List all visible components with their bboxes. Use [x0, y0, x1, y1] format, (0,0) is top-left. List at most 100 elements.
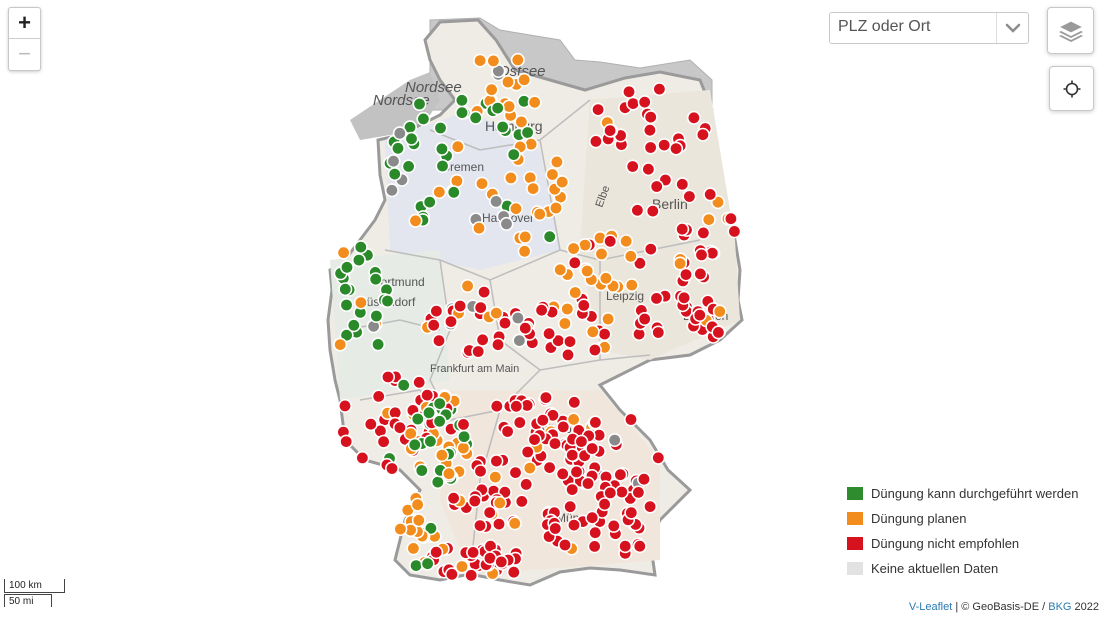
station-marker-green[interactable] — [423, 434, 438, 449]
station-marker-red[interactable] — [696, 225, 711, 240]
station-marker-red[interactable] — [574, 434, 589, 449]
station-marker-red[interactable] — [384, 461, 399, 476]
station-marker-red[interactable] — [444, 567, 459, 582]
station-marker-red[interactable] — [473, 300, 488, 315]
station-marker-green[interactable] — [409, 558, 424, 573]
station-marker-green[interactable] — [339, 260, 354, 275]
station-marker-red[interactable] — [675, 177, 690, 192]
station-marker-red[interactable] — [588, 415, 603, 430]
station-marker-red[interactable] — [588, 525, 603, 540]
station-marker-red[interactable] — [585, 441, 600, 456]
station-marker-red[interactable] — [637, 95, 652, 110]
station-marker-red[interactable] — [535, 413, 550, 428]
station-marker-red[interactable] — [626, 96, 641, 111]
station-marker-orange[interactable] — [549, 154, 564, 169]
station-marker-green[interactable] — [446, 185, 461, 200]
station-marker-red[interactable] — [520, 444, 535, 459]
station-marker-red[interactable] — [636, 472, 651, 487]
station-marker-red[interactable] — [618, 539, 633, 554]
station-marker-green[interactable] — [371, 337, 386, 352]
station-marker-red[interactable] — [472, 518, 487, 533]
station-marker-orange[interactable] — [507, 516, 522, 531]
station-marker-green[interactable] — [432, 414, 447, 429]
station-marker-gray[interactable] — [607, 433, 622, 448]
station-marker-red[interactable] — [686, 110, 701, 125]
station-marker-gray[interactable] — [510, 310, 525, 325]
station-marker-green[interactable] — [457, 429, 472, 444]
search-dropdown-button[interactable] — [996, 13, 1028, 43]
station-marker-red[interactable] — [443, 314, 458, 329]
station-marker-orange[interactable] — [408, 213, 423, 228]
station-marker-green[interactable] — [410, 411, 425, 426]
station-marker-red[interactable] — [632, 256, 647, 271]
station-marker-red[interactable] — [657, 138, 672, 153]
station-marker-red[interactable] — [475, 332, 490, 347]
station-marker-red[interactable] — [711, 325, 726, 340]
station-marker-orange[interactable] — [566, 241, 581, 256]
station-marker-green[interactable] — [420, 556, 435, 571]
station-marker-orange[interactable] — [441, 466, 456, 481]
station-marker-orange[interactable] — [471, 221, 486, 236]
station-marker-red[interactable] — [682, 189, 697, 204]
station-marker-red[interactable] — [614, 484, 629, 499]
station-marker-red[interactable] — [678, 267, 693, 282]
station-marker-red[interactable] — [453, 298, 468, 313]
station-marker-red[interactable] — [651, 450, 666, 465]
station-marker-red[interactable] — [603, 234, 618, 249]
station-marker-red[interactable] — [542, 460, 557, 475]
station-marker-orange[interactable] — [553, 262, 568, 277]
station-marker-green[interactable] — [542, 229, 557, 244]
station-marker-gray[interactable] — [512, 333, 527, 348]
station-marker-red[interactable] — [471, 344, 486, 359]
station-marker-red[interactable] — [569, 464, 584, 479]
station-marker-orange[interactable] — [508, 201, 523, 216]
station-marker-red[interactable] — [576, 298, 591, 313]
station-marker-red[interactable] — [642, 123, 657, 138]
station-marker-orange[interactable] — [514, 114, 529, 129]
station-marker-red[interactable] — [624, 505, 639, 520]
search-input[interactable] — [830, 13, 988, 41]
leaflet-link[interactable]: V-Leaflet — [908, 601, 953, 613]
station-marker-red[interactable] — [630, 203, 645, 218]
bkg-link[interactable]: BKG — [1048, 601, 1072, 613]
station-marker-red[interactable] — [567, 395, 582, 410]
station-marker-green[interactable] — [433, 121, 448, 136]
station-marker-green[interactable] — [506, 147, 521, 162]
station-marker-orange[interactable] — [623, 249, 638, 264]
station-marker-red[interactable] — [412, 375, 427, 390]
station-marker-orange[interactable] — [594, 247, 609, 262]
locate-button[interactable] — [1049, 66, 1094, 111]
station-marker-red[interactable] — [380, 369, 395, 384]
station-marker-red[interactable] — [464, 568, 479, 583]
station-marker-red[interactable] — [597, 327, 612, 342]
station-marker-orange[interactable] — [560, 301, 575, 316]
station-marker-red[interactable] — [527, 432, 542, 447]
station-marker-orange[interactable] — [500, 75, 515, 90]
station-marker-orange[interactable] — [353, 295, 368, 310]
station-marker-red[interactable] — [560, 347, 575, 362]
station-marker-red[interactable] — [508, 465, 523, 480]
station-marker-red[interactable] — [376, 434, 391, 449]
station-marker-red[interactable] — [514, 494, 529, 509]
station-marker-gray[interactable] — [499, 216, 514, 231]
station-marker-red[interactable] — [555, 466, 570, 481]
station-marker-red[interactable] — [339, 434, 354, 449]
station-marker-red[interactable] — [518, 321, 533, 336]
station-marker-red[interactable] — [587, 342, 602, 357]
station-marker-red[interactable] — [509, 399, 524, 414]
station-marker-red[interactable] — [557, 537, 572, 552]
station-marker-red[interactable] — [371, 389, 386, 404]
station-marker-red[interactable] — [429, 545, 444, 560]
station-marker-red[interactable] — [693, 266, 708, 281]
station-marker-red[interactable] — [587, 539, 602, 554]
station-marker-red[interactable] — [694, 247, 709, 262]
station-marker-red[interactable] — [490, 337, 505, 352]
station-marker-red[interactable] — [519, 477, 534, 492]
station-marker-orange[interactable] — [488, 470, 503, 485]
station-marker-orange[interactable] — [449, 174, 464, 189]
station-marker-red[interactable] — [585, 510, 600, 525]
station-marker-green[interactable] — [520, 125, 535, 140]
station-marker-red[interactable] — [631, 485, 646, 500]
station-marker-red[interactable] — [556, 419, 571, 434]
station-marker-orange[interactable] — [568, 285, 583, 300]
